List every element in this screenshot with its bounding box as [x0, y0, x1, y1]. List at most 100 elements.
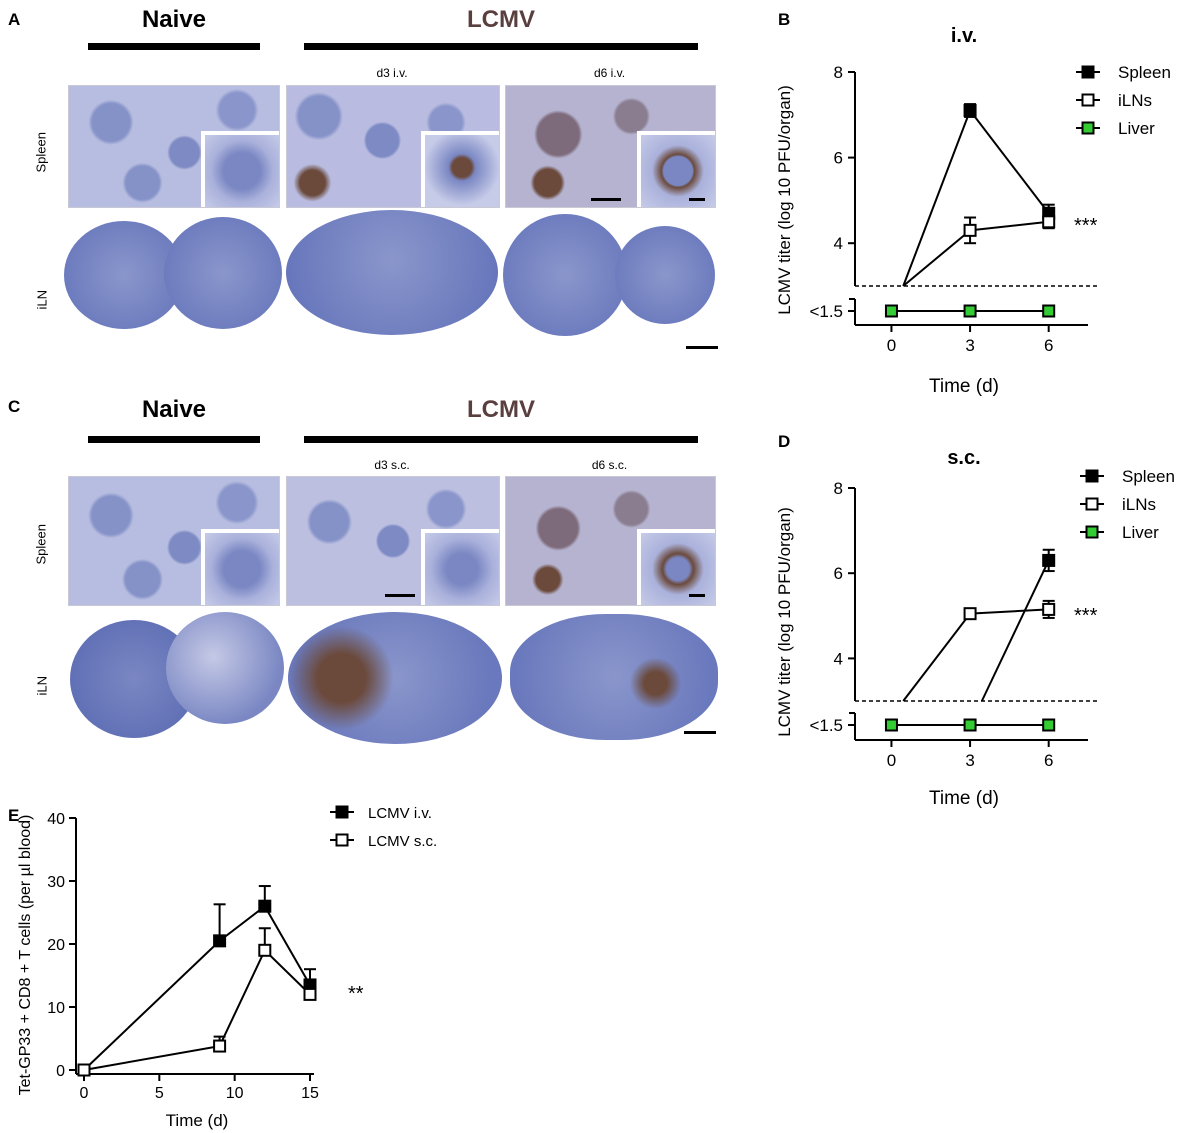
- x-tick-label: 6: [1044, 336, 1053, 355]
- chart-d-axes: 8 6 4 <1.5 0 3 6: [809, 479, 1098, 770]
- lcmv-title-c: LCMV: [467, 396, 535, 423]
- series-line-spleen: [902, 110, 972, 287]
- point-lcmv-s-c-: [258, 943, 272, 957]
- y-tick-label: 20: [47, 937, 65, 954]
- point-ilns: [963, 607, 977, 621]
- x-tick-label: 0: [887, 751, 896, 770]
- y-tick-label: 4: [834, 649, 843, 668]
- x-tick-label: 5: [155, 1085, 164, 1102]
- y-tick-label: 10: [47, 1000, 65, 1017]
- legend-label-liver: Liver: [1118, 119, 1155, 138]
- micrograph-spleen-d6-iv: [505, 85, 716, 208]
- scale-bar-d6-iv-left: [591, 198, 621, 201]
- chart-e-significance: **: [348, 983, 364, 1005]
- point-ilns: [1042, 602, 1056, 616]
- series-line-spleen: [980, 559, 1050, 702]
- inset-spleen-d6-iv: [637, 131, 715, 207]
- scale-bar-iln-a: [686, 346, 718, 349]
- col-label-d3-sc: d3 s.c.: [374, 458, 410, 472]
- micrograph-spleen-naive-a: [68, 85, 280, 208]
- point-liver: [884, 718, 898, 732]
- chart-b-axes: 8 6 4 <1.5 0 3 6: [809, 63, 1098, 355]
- point-ilns: [1042, 215, 1056, 229]
- col-label-d6-sc: d6 s.c.: [591, 458, 628, 472]
- legend-marker-ilns: [1085, 497, 1099, 511]
- legend-label-liver: Liver: [1122, 523, 1159, 542]
- point-liver: [963, 718, 977, 732]
- lcmv-bar-c: [304, 436, 698, 443]
- inset-spleen-d6-sc: [637, 529, 715, 605]
- chart-b: i.v. LCMV titer (log 10 PFU/organ) 8 6 4 <1…: [775, 25, 1171, 397]
- panel-letter-c: C: [8, 397, 21, 416]
- x-tick-label: 3: [965, 336, 974, 355]
- legend-label-spleen: Spleen: [1122, 467, 1175, 486]
- y-tick-label: 40: [47, 811, 65, 828]
- micrograph-iln-d3-iv: [286, 210, 498, 335]
- micrograph-iln-naive-a: [64, 213, 282, 333]
- x-tick-label: 3: [965, 751, 974, 770]
- point-liver: [1042, 304, 1056, 318]
- chart-d-marks: [884, 548, 1056, 732]
- row-label-spleen-a: Spleen: [33, 132, 49, 173]
- legend-marker: [335, 833, 349, 847]
- x-tick-label: 15: [301, 1085, 319, 1102]
- series-line-ilns: [902, 229, 971, 287]
- panel-letter-b: B: [778, 10, 791, 29]
- panel-letter-a: A: [8, 10, 21, 29]
- chart-d-xlabel: Time (d): [929, 788, 999, 809]
- y-tick-label: 6: [834, 564, 843, 583]
- y-tick-label: <1.5: [809, 716, 843, 735]
- y-tick-label: 8: [834, 479, 843, 498]
- panel-letter-e: E: [8, 806, 20, 825]
- row-label-iln-a: iLN: [34, 289, 50, 310]
- chart-b-significance: ***: [1074, 215, 1098, 237]
- y-tick-label: 6: [834, 149, 843, 168]
- point-liver: [963, 304, 977, 318]
- series-line-lcmv-i-v-: [83, 904, 311, 1071]
- chart-e-xlabel: Time (d): [166, 1111, 229, 1130]
- chart-d-ylabel: LCMV titer (log 10 PFU/organ): [775, 507, 794, 737]
- x-tick-label: 0: [80, 1085, 89, 1102]
- micrograph-iln-naive-c: [70, 612, 284, 738]
- row-label-iln-c: iLN: [34, 675, 50, 696]
- lcmv-title-a: LCMV: [467, 6, 535, 33]
- y-tick-label: 30: [47, 874, 65, 891]
- inset-spleen-naive-a: [201, 131, 279, 207]
- micrograph-spleen-d3-iv: [286, 85, 500, 208]
- scale-bar-d3-sc-left: [385, 594, 415, 597]
- legend-label: LCMV i.v.: [368, 805, 432, 822]
- scale-bar-iln-c: [684, 731, 716, 734]
- point-lcmv-i-v-: [213, 934, 227, 948]
- micrograph-iln-d6-iv: [503, 214, 715, 336]
- point-lcmv-s-c-: [303, 987, 317, 1001]
- legend-marker-spleen: [1085, 469, 1099, 483]
- chart-e-axes: 0 10 20 30 40 0 5 10 15: [47, 811, 319, 1102]
- legend-marker-ilns: [1081, 93, 1095, 107]
- x-tick-label: 10: [226, 1085, 244, 1102]
- naive-title-c: Naive: [141, 396, 207, 423]
- point-liver: [884, 304, 898, 318]
- inset-spleen-d3-sc: [421, 529, 499, 605]
- row-label-spleen-c: Spleen: [33, 524, 49, 565]
- micrograph-spleen-naive-c: [68, 476, 280, 606]
- chart-b-marks: [884, 103, 1056, 318]
- y-tick-label: 4: [834, 234, 843, 253]
- point-lcmv-s-c-: [213, 1039, 227, 1053]
- chart-e-marks: [77, 885, 317, 1077]
- chart-d-significance: ***: [1074, 605, 1098, 627]
- chart-b-xlabel: Time (d): [929, 376, 999, 397]
- point-lcmv-s-c-: [77, 1063, 91, 1077]
- point-ilns: [963, 223, 977, 237]
- y-tick-label: 8: [834, 63, 843, 82]
- series-line-ilns: [902, 613, 971, 702]
- chart-d: s.c. LCMV titer (log 10 PFU/organ) 8 6 4 <1…: [775, 447, 1175, 809]
- legend-marker-liver: [1085, 525, 1099, 539]
- series-line-lcmv-s-c-: [83, 948, 311, 1071]
- chart-d-title: s.c.: [947, 447, 980, 469]
- scale-bar-d6-iv-inset: [689, 198, 705, 201]
- series-line-ilns: [970, 608, 1049, 615]
- micrograph-iln-d3-sc: [288, 612, 502, 744]
- legend-marker-liver: [1081, 121, 1095, 135]
- x-tick-label: 0: [887, 336, 896, 355]
- naive-bar-c: [88, 436, 260, 443]
